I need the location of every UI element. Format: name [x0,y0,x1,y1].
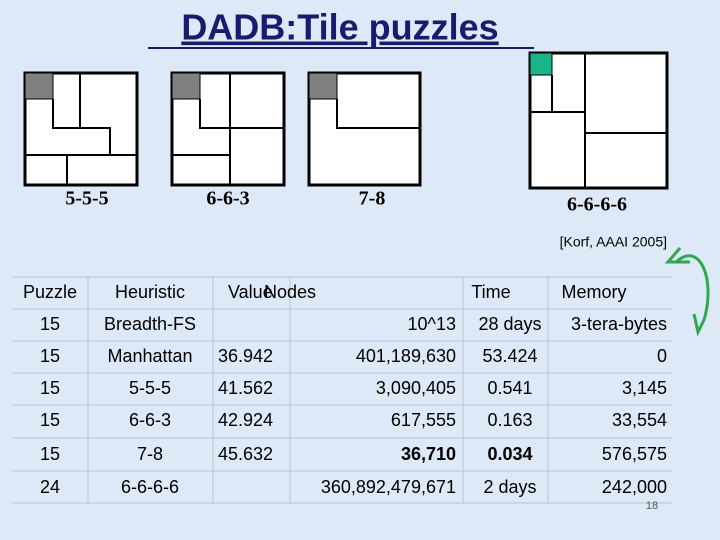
table-cell: 2 days [483,477,536,497]
table-cell: 5-5-5 [129,378,171,398]
puzzle-diagram [23,71,139,187]
table-cell: 0.163 [487,410,532,430]
table-cell: 0.034 [487,444,532,464]
table-cell: 360,892,479,671 [321,477,456,497]
table-cell: 15 [40,346,60,366]
puzzle-diagram [170,71,286,187]
table-cell: 42.924 [218,410,273,430]
puzzle-diagram [528,51,669,190]
table-cell: 10^13 [408,314,457,334]
page-number: 18 [646,500,658,512]
table-cell: 3,090,405 [376,378,456,398]
puzzle-label: 6-6-6-6 [567,194,627,216]
table-cell: 617,555 [391,410,456,430]
table-cell: 576,575 [602,444,667,464]
arrow [664,247,690,264]
column-header: Nodes [264,282,316,302]
table-cell: 6-6-6-6 [121,477,179,497]
table-cell: Manhattan [107,346,192,366]
column-header: Heuristic [115,282,185,302]
table-cell: 24 [40,477,60,497]
table-cell: 36.942 [218,346,273,366]
table-cell: 15 [40,314,60,334]
column-header: Memory [561,282,626,302]
arrow [674,254,710,337]
puzzle-label: 5-5-5 [65,188,108,210]
table-cell: 15 [40,410,60,430]
table-cell: 45.632 [218,444,273,464]
table-cell: 36,710 [401,444,456,464]
table-cell: 15 [40,444,60,464]
table-cell: 3-tera-bytes [571,314,667,334]
column-header: Puzzle [23,282,77,302]
title: DADB:Tile puzzles [181,7,498,48]
table-cell: 7-8 [137,444,163,464]
column-header: Time [471,282,510,302]
citation: [Korf, AAAI 2005] [560,234,667,250]
table-cell: 0.541 [487,378,532,398]
table-cell: 3,145 [622,378,667,398]
table-cell: 15 [40,378,60,398]
table-cell: 401,189,630 [356,346,456,366]
puzzle-diagram [307,71,422,187]
table-cell: Breadth-FS [104,314,196,334]
table-cell: 53.424 [482,346,537,366]
table-cell: 0 [657,346,667,366]
table-cell: 6-6-3 [129,410,171,430]
table-cell: 28 days [478,314,541,334]
table-cell: 41.562 [218,378,273,398]
table-cell: 33,554 [612,410,667,430]
puzzle-label: 7-8 [359,188,386,210]
column-header: Value [228,282,273,302]
puzzle-label: 6-6-3 [206,188,249,210]
table-cell: 242,000 [602,477,667,497]
